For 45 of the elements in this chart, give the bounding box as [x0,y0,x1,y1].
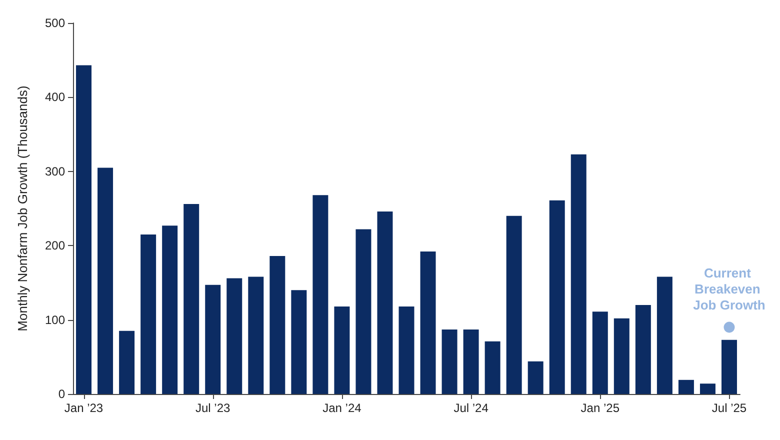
bar [484,341,500,394]
x-tick-label: Jan ’25 [580,401,620,415]
x-tick-label: Jul ’23 [196,401,231,415]
bar [506,216,522,394]
bar [656,276,672,394]
x-tick-label: Jul ’25 [712,401,747,415]
bar [205,284,221,394]
bar [248,276,264,394]
annotation: Current Breakeven Job Growth [693,266,766,313]
y-tick-label: 0 [58,387,66,401]
bar [291,290,307,394]
bar [334,306,350,394]
y-axis-title: Monthly Nonfarm Job Growth (Thousands) [15,86,30,332]
bar [356,229,372,394]
bar [98,168,114,394]
y-tick-label: 500 [44,16,66,30]
y-tick-label: 100 [44,312,66,327]
bar [420,252,436,394]
bar [635,304,651,394]
bar [377,211,393,394]
y-tick-label: 300 [44,164,66,178]
bar [721,340,737,394]
y-tick-label: 200 [44,238,66,253]
x-tick-label: Jul ’24 [454,401,489,415]
bar [549,200,565,394]
bar [614,318,630,394]
bar [119,330,135,394]
bar [226,278,242,394]
bar [162,226,178,394]
bar [312,195,328,394]
bar [528,361,544,394]
x-tick-label: Jan ’23 [64,401,104,415]
bar [463,329,479,394]
bar [700,384,716,394]
bar [398,306,414,394]
bar [678,380,694,394]
bar [76,65,92,394]
bar [270,256,286,394]
bar [184,204,200,394]
x-tick-label: Jan ’24 [322,401,362,415]
y-tick-label: 400 [44,90,66,104]
bar [592,312,608,394]
bar [140,234,156,394]
bar [442,329,458,394]
bar [570,154,586,394]
